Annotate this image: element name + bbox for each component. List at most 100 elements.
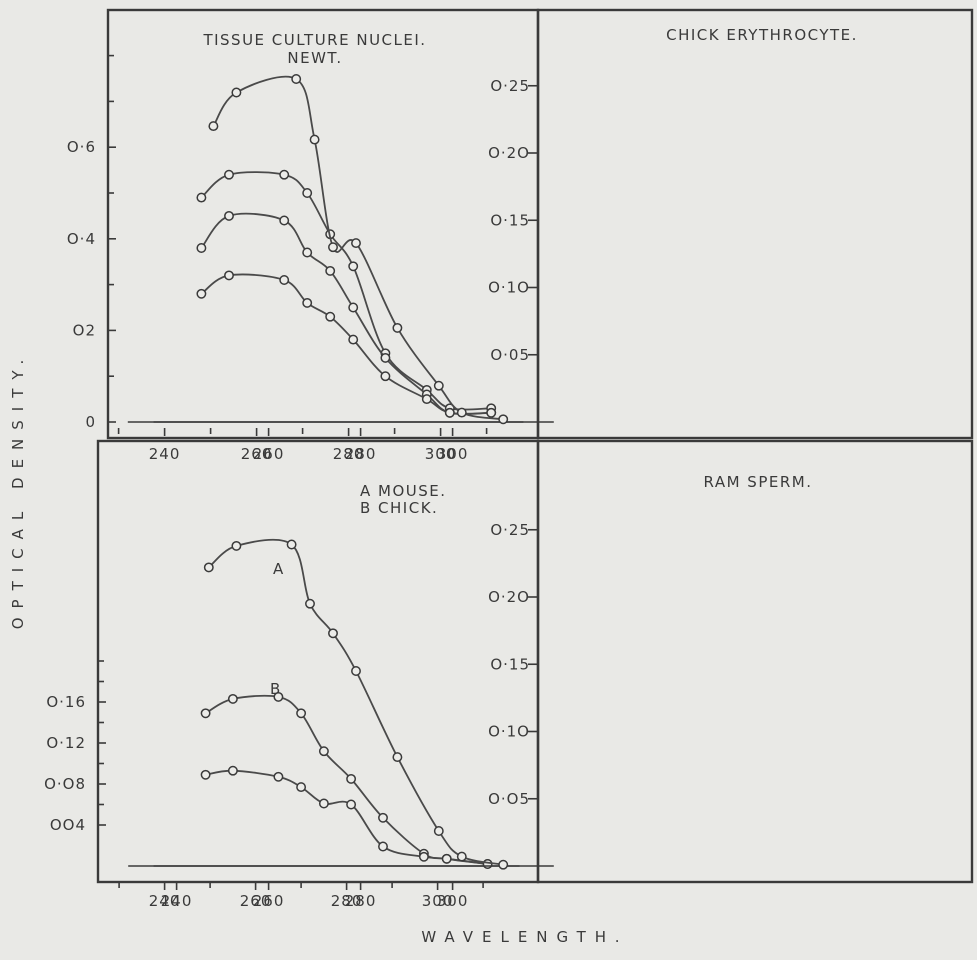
- tissue-series-0-point: [348, 261, 359, 272]
- tissue-series-2-point: [196, 288, 207, 299]
- chick-xtick-label: 260: [253, 445, 285, 463]
- mouse-series-0-point: [200, 708, 211, 719]
- ram-xtick-label: 240: [161, 892, 193, 910]
- tissue-series-1-point: [302, 247, 313, 258]
- ram-ytick-label: O·15: [490, 655, 530, 673]
- legend-line-mouse: A MOUSE.: [360, 482, 447, 500]
- ram-title: RAM SPERM.: [704, 473, 813, 491]
- tissue-panel-frame: [106, 8, 540, 440]
- tissue-series-2-point: [444, 407, 455, 418]
- ram-series-0-point: [351, 666, 361, 676]
- chick-series-0-line: [212, 75, 504, 421]
- tissue-ytick-label: O2: [73, 321, 96, 339]
- mouse-xtick-label: 240: [149, 892, 181, 910]
- series-a-label: A: [273, 560, 284, 578]
- mouse-xtick-label: 300: [422, 892, 454, 910]
- legend-line-chick: B CHICK.: [360, 499, 438, 517]
- ram-series-0-line: [208, 538, 504, 866]
- chick-series-0-point: [351, 238, 361, 249]
- mouse-series-0-point: [273, 691, 284, 702]
- tissue-series-0-point: [196, 192, 207, 203]
- chick-ytick-label: O·25: [490, 77, 530, 95]
- tissue-xtick-label: 260: [241, 445, 273, 463]
- tissue-series-2-point: [421, 394, 432, 405]
- tissue-series-2-point: [302, 297, 313, 308]
- tissue-series-0-point: [224, 169, 234, 180]
- ram-series-0-point: [392, 752, 403, 763]
- ram-series-0-point: [498, 859, 509, 870]
- mouse-xtick-label: 260: [240, 892, 272, 910]
- chick-series-0-point: [433, 380, 444, 391]
- mouse-panel-frame: [96, 439, 540, 884]
- chick-series-0-point: [392, 322, 403, 333]
- tissue-series-2-point: [224, 270, 234, 281]
- tissue-series-2-point: [380, 371, 391, 382]
- tissue-series-0-point: [279, 169, 290, 180]
- ram-series-0-point: [286, 539, 297, 550]
- ram-xtick-label: 300: [437, 892, 469, 910]
- tissue-series-0-line: [200, 171, 492, 411]
- chick-series-0-point: [498, 414, 509, 425]
- tissue-series-2-point: [279, 275, 290, 285]
- chick-ytick-label: O·2O: [488, 144, 530, 162]
- tissue-series-2-point: [348, 334, 359, 345]
- ram-series-0-point: [456, 851, 467, 862]
- tissue-series-1-point: [348, 302, 359, 313]
- tissue-xtick-label: 240: [149, 445, 181, 463]
- mouse-series-0-point: [318, 746, 329, 757]
- tissue-series-2-point: [325, 311, 336, 322]
- mouse-series-0-point: [227, 693, 238, 704]
- tissue-series-0-point: [302, 188, 313, 198]
- tissue-series-1-point: [279, 215, 290, 226]
- tissue-series-1-point: [196, 243, 207, 253]
- mouse-series-1-point: [482, 859, 493, 869]
- ram-ytick-label: O·1O: [488, 723, 530, 741]
- mouse-series-0-point: [378, 812, 388, 823]
- chick-panel-frame: [536, 8, 974, 440]
- mouse-series-0-point: [346, 773, 357, 784]
- tissue-subtitle: NEWT.: [287, 49, 342, 67]
- tissue-ytick-label: 0: [85, 413, 96, 431]
- tissue-series-2-line: [200, 273, 492, 415]
- mouse-series-1-line: [205, 769, 488, 865]
- chick-ytick-label: O·15: [490, 211, 530, 229]
- y-axis-title: OPTICAL DENSITY.: [9, 351, 27, 630]
- chick-ytick-label: O·05: [490, 346, 530, 364]
- tissue-title: TISSUE CULTURE NUCLEI.: [202, 31, 426, 49]
- tissue-series-1-point: [380, 352, 391, 363]
- tissue-series-1-point: [224, 210, 234, 221]
- tissue-xtick-label: 300: [425, 445, 457, 463]
- mouse-series-1-point: [227, 765, 238, 776]
- ram-series-0-point: [203, 562, 214, 573]
- mouse-series-0-point: [296, 708, 307, 719]
- mouse-series-1-point: [346, 799, 357, 810]
- ram-series-0-point: [328, 628, 338, 639]
- chick-xtick-label: 300: [437, 445, 469, 463]
- ram-series-0-point: [231, 540, 242, 551]
- mouse-series-1-point: [296, 782, 307, 793]
- chick-series-0-point: [328, 242, 338, 253]
- mouse-series-1-point: [200, 769, 211, 780]
- mouse-series-1-point: [318, 798, 329, 809]
- series-b-label: B: [270, 680, 281, 698]
- mouse-series-1-point: [418, 851, 429, 862]
- ram-xtick-label: 280: [345, 892, 377, 910]
- mouse-ytick-label: O·16: [46, 693, 86, 711]
- ram-panel-frame: [536, 439, 974, 884]
- mouse-series-1-point: [273, 771, 284, 782]
- mouse-xtick-label: 280: [331, 892, 363, 910]
- ram-ytick-label: O·2O: [488, 588, 530, 606]
- mouse-ytick-label: O·12: [46, 734, 86, 752]
- mouse-ytick-label: OO4: [50, 816, 86, 834]
- chick-series-0-point: [231, 87, 242, 98]
- tissue-series-1-point: [325, 265, 336, 276]
- tissue-series-2-point: [486, 407, 497, 418]
- ram-ytick-label: O·25: [490, 521, 530, 539]
- chick-title: CHICK ERYTHROCYTE.: [666, 26, 858, 44]
- ram-series-0-point: [433, 826, 444, 836]
- mouse-ytick-label: O·O8: [44, 775, 86, 793]
- ram-series-0-point: [305, 598, 315, 609]
- ram-xtick-label: 260: [253, 892, 285, 910]
- tissue-xtick-label: 280: [333, 445, 365, 463]
- tissue-ytick-label: O·4: [67, 230, 96, 248]
